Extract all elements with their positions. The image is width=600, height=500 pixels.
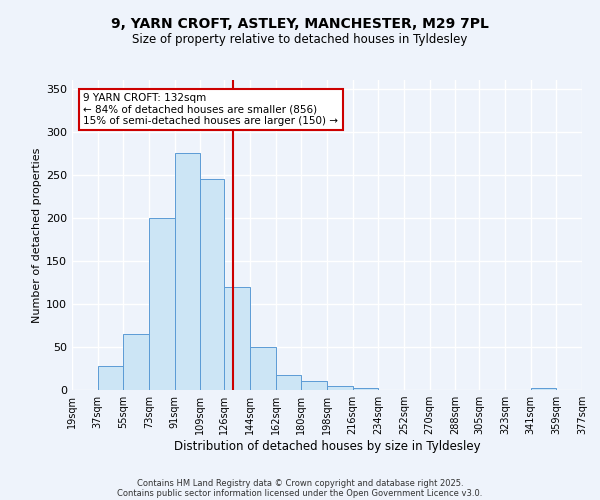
- Text: 9 YARN CROFT: 132sqm
← 84% of detached houses are smaller (856)
15% of semi-deta: 9 YARN CROFT: 132sqm ← 84% of detached h…: [83, 93, 338, 126]
- Bar: [531, 388, 556, 390]
- Bar: [123, 334, 149, 390]
- Text: 9, YARN CROFT, ASTLEY, MANCHESTER, M29 7PL: 9, YARN CROFT, ASTLEY, MANCHESTER, M29 7…: [111, 18, 489, 32]
- Bar: [149, 218, 175, 390]
- Y-axis label: Number of detached properties: Number of detached properties: [32, 148, 42, 322]
- Bar: [250, 347, 276, 390]
- Bar: [224, 286, 250, 390]
- X-axis label: Distribution of detached houses by size in Tyldesley: Distribution of detached houses by size …: [173, 440, 481, 453]
- Bar: [98, 366, 123, 390]
- Bar: [276, 374, 301, 390]
- Text: Size of property relative to detached houses in Tyldesley: Size of property relative to detached ho…: [133, 32, 467, 46]
- Text: Contains public sector information licensed under the Open Government Licence v3: Contains public sector information licen…: [118, 488, 482, 498]
- Text: Contains HM Land Registry data © Crown copyright and database right 2025.: Contains HM Land Registry data © Crown c…: [137, 478, 463, 488]
- Bar: [301, 380, 327, 390]
- Bar: [175, 153, 200, 390]
- Bar: [200, 179, 224, 390]
- Bar: [327, 386, 353, 390]
- Bar: [353, 388, 378, 390]
